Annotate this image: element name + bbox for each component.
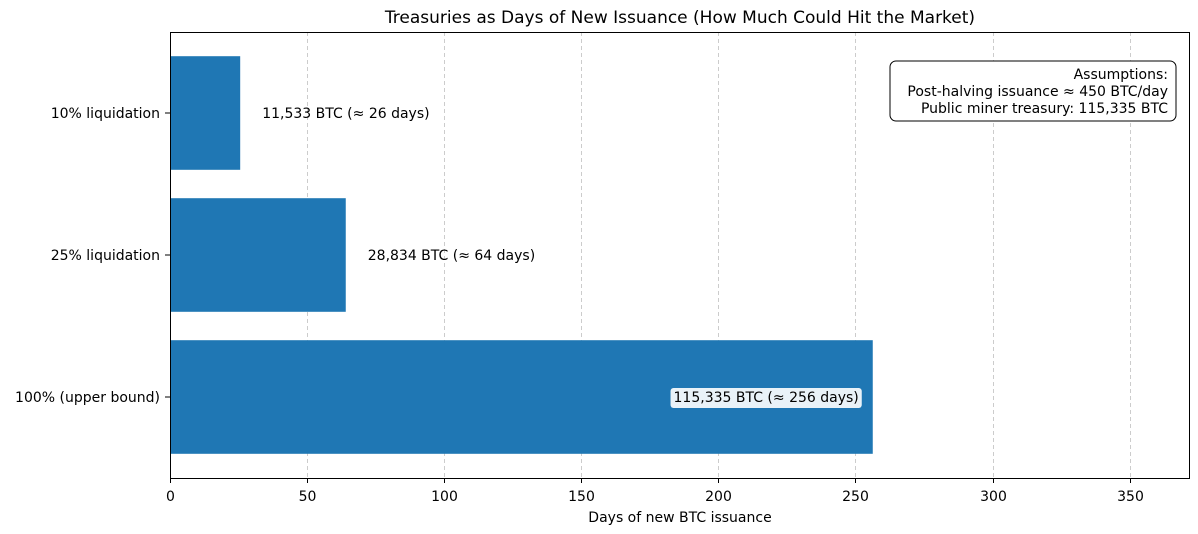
axes [170, 32, 1190, 479]
annotation-frame [889, 60, 1177, 122]
y-ticks: 10% liquidation 25% liquidation 100% (uppe… [15, 106, 170, 406]
x-tick-label: 50 [299, 489, 317, 505]
y-tick-label: 10% liquidation [51, 106, 160, 122]
bar-data-label: 28,834 BTC (≈ 64 days) [368, 248, 535, 264]
bar [170, 56, 241, 170]
x-tick-label: 300 [980, 489, 1007, 505]
x-tick-label: 100 [431, 489, 458, 505]
x-ticks: 0 50 100 150 200 250 300 350 [166, 478, 1144, 505]
x-tick-label: 250 [842, 489, 869, 505]
annotation-line-2: Post-halving issuance ≈ 450 BTC/day [907, 84, 1168, 100]
x-tick-label: 0 [166, 489, 175, 505]
annotation-line-1: Assumptions: [1074, 67, 1168, 83]
bar-data-label-background [670, 388, 862, 408]
chart-title: Treasuries as Days of New Issuance (How … [384, 8, 975, 28]
bar-data-label: 11,533 BTC (≈ 26 days) [262, 106, 429, 122]
y-tick-label: 25% liquidation [51, 248, 160, 264]
x-tick-label: 350 [1117, 489, 1144, 505]
bar-data-label: 115,335 BTC (≈ 256 days) [674, 390, 859, 406]
x-tick-label: 150 [568, 489, 595, 505]
annotation-line-3: Public miner treasury: 115,335 BTC [921, 101, 1168, 117]
y-tick-label: 100% (upper bound) [15, 390, 160, 406]
bar [170, 198, 346, 312]
assumptions-annotation: Assumptions: Post-halving issuance ≈ 450… [889, 60, 1177, 122]
bar-data-labels: 11,533 BTC (≈ 26 days) 28,834 BTC (≈ 64 d… [262, 106, 862, 408]
x-tick-label: 200 [705, 489, 732, 505]
x-axis-title: Days of new BTC issuance [588, 510, 771, 526]
